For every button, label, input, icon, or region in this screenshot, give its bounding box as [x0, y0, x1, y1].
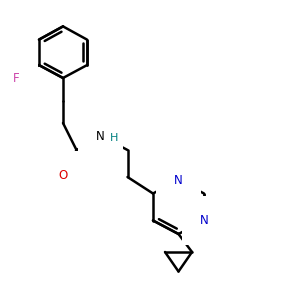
- Text: N: N: [200, 214, 208, 227]
- Text: H: H: [110, 133, 118, 143]
- Text: N: N: [96, 130, 105, 143]
- Text: F: F: [13, 71, 20, 85]
- Text: O: O: [58, 169, 68, 182]
- Text: N: N: [174, 173, 183, 187]
